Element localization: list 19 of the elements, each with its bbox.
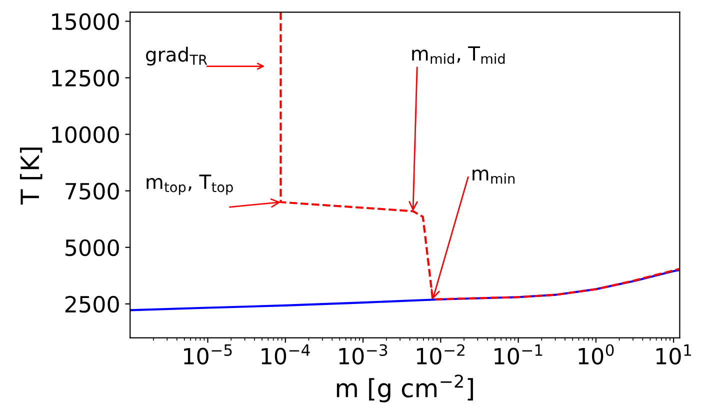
y-tick-label: 15000 <box>52 13 119 30</box>
y-axis-title: T [K] <box>20 148 42 205</box>
annotation: m$_{top}$, T$_{top}$ <box>146 174 233 195</box>
x-tick-label: 10$^{−5}$ <box>184 344 232 365</box>
y-tick-label: 2500 <box>65 296 119 313</box>
x-tick-label: 10$^{−1}$ <box>494 344 542 365</box>
x-tick-label: 10$^{−4}$ <box>262 344 310 365</box>
y-tick-label: 5000 <box>66 239 119 256</box>
x-axis-title: m [g cm$^{−2}$] <box>336 374 473 402</box>
y-tick-label: 10000 <box>52 126 119 144</box>
x-tick-label: 10$^{0}$ <box>578 344 614 365</box>
y-tick-label: 7500 <box>66 182 119 200</box>
annotation: m$_{mid}$, T$_{mid}$ <box>412 46 505 64</box>
y-tick-label: 12500 <box>52 70 119 87</box>
annotation: m$_{min}$ <box>472 169 515 184</box>
x-tick-label: 10$^{−3}$ <box>339 344 388 365</box>
annotation: grad$_{TR}$ <box>146 46 208 66</box>
x-tick-label: 10$^{−2}$ <box>416 344 464 365</box>
x-tick-label: 10$^{1}$ <box>656 344 691 365</box>
